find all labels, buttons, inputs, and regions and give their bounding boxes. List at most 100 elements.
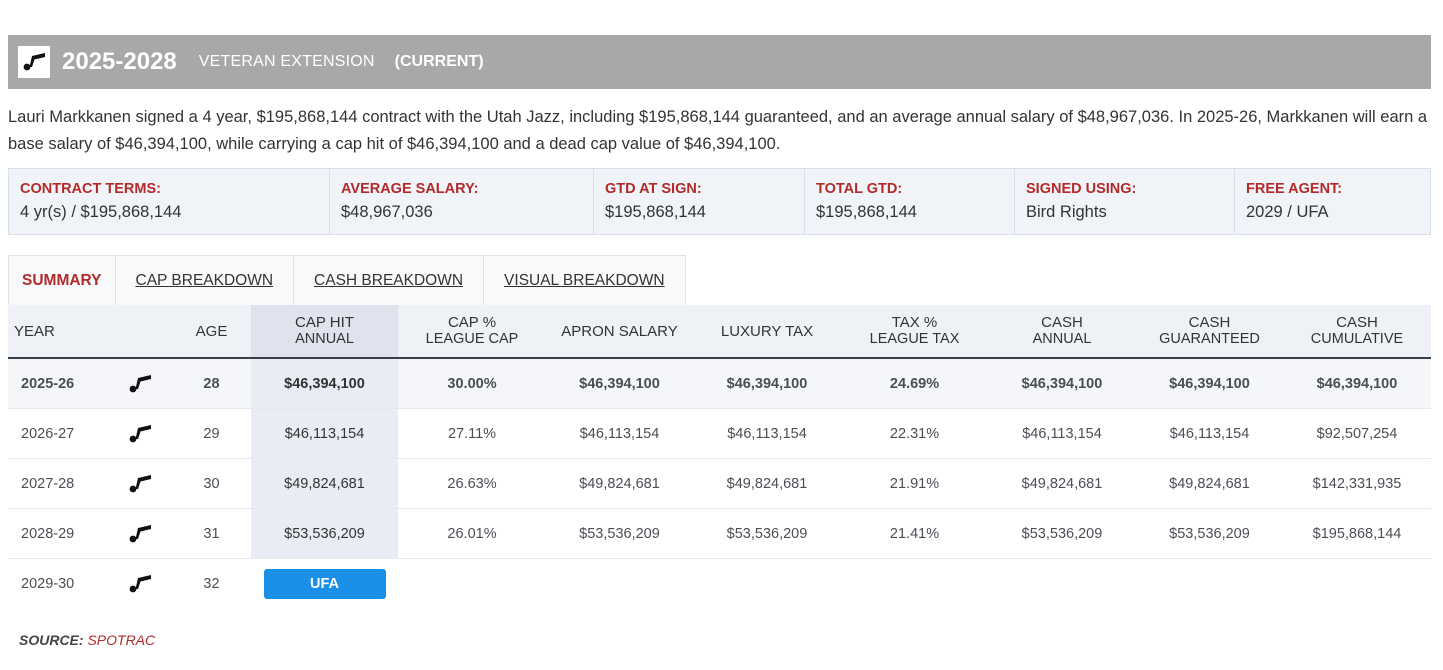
cell-apron: $49,824,681 [579, 475, 660, 492]
cell-cap-hit: $49,824,681 [251, 459, 398, 508]
term-gtd-at-sign: GTD AT SIGN: $195,868,144 [594, 169, 805, 234]
cell-cash-guaranteed: $49,824,681 [1169, 475, 1250, 492]
header-sublabel: CUMULATIVE [1310, 331, 1404, 347]
cell-age: 30 [203, 475, 220, 492]
cell-cash-cumulative: $46,394,100 [1316, 375, 1398, 392]
term-average-salary: AVERAGE SALARY: $48,967,036 [330, 169, 594, 234]
col-team [108, 305, 172, 357]
cell-year: 2025-26 [21, 375, 75, 392]
header-label: LUXURY TAX [720, 322, 814, 340]
cell-cash-guaranteed: $46,113,154 [1169, 425, 1250, 442]
header-label: APRON SALARY [561, 322, 678, 340]
term-value: $48,967,036 [341, 203, 433, 221]
tab-cap-breakdown[interactable]: CAP BREAKDOWN [114, 256, 294, 305]
cell-year: 2026-27 [21, 425, 75, 442]
cell-age: 28 [203, 375, 220, 392]
breakdown-tabs: SUMMARY CAP BREAKDOWN CASH BREAKDOWN VIS… [8, 255, 686, 305]
header-label: TAX % [891, 314, 938, 331]
contract-years: 2025-2028 [62, 48, 177, 75]
contract-summary: Lauri Markkanen signed a 4 year, $195,86… [8, 108, 1428, 153]
cell-cash-guaranteed: $53,536,209 [1169, 525, 1250, 542]
jazz-note-icon [129, 474, 151, 492]
col-year: YEAR [8, 305, 108, 357]
header-label: CASH [1336, 314, 1378, 331]
header-sublabel: GUARANTEED [1159, 331, 1260, 347]
term-label: AVERAGE SALARY: [341, 181, 479, 197]
cell-cash-annual: $46,113,154 [1022, 425, 1102, 442]
header-sublabel: ANNUAL [295, 331, 354, 347]
tab-cash-breakdown[interactable]: CASH BREAKDOWN [293, 256, 484, 305]
cell-tax-pct: 21.91% [889, 475, 940, 492]
cell-luxury-tax: $46,394,100 [726, 375, 808, 392]
cell-apron: $53,536,209 [579, 525, 660, 542]
cell-year: 2028-29 [21, 525, 75, 542]
term-total-gtd: TOTAL GTD: $195,868,144 [805, 169, 1015, 234]
header-label: CAP HIT [295, 314, 354, 331]
cell-luxury-tax: $46,113,154 [727, 425, 807, 442]
col-apron-salary: APRON SALARY [546, 305, 693, 357]
cell-cash-annual: $53,536,209 [1021, 525, 1103, 542]
jazz-note-icon [129, 424, 151, 442]
col-cap-hit: CAP HIT ANNUAL [251, 305, 398, 357]
source-label: SOURCE: [19, 632, 84, 648]
cell-cash-annual: $49,824,681 [1021, 475, 1103, 492]
jazz-note-icon [129, 524, 151, 542]
header-label: YEAR [14, 322, 55, 340]
col-age: AGE [172, 305, 251, 357]
term-value: $195,868,144 [816, 203, 917, 221]
cell-cash-annual: $46,394,100 [1021, 375, 1103, 392]
term-label: CONTRACT TERMS: [20, 181, 161, 197]
cell-age: 29 [203, 425, 220, 442]
contract-header: 2025-2028 VETERAN EXTENSION (CURRENT) [8, 35, 1431, 89]
header-label: CAP % [447, 314, 497, 331]
cell-team [108, 459, 172, 508]
team-logo [18, 46, 50, 78]
term-signed-using: SIGNED USING: Bird Rights [1015, 169, 1235, 234]
term-free-agent: FREE AGENT: 2029 / UFA [1235, 169, 1430, 234]
cell-cash-cumulative: $92,507,254 [1316, 425, 1398, 442]
cell-cap-hit: $46,394,100 [251, 359, 398, 408]
source-link[interactable]: SPOTRAC [87, 632, 156, 648]
header-label: AGE [195, 322, 228, 340]
contract-status: (CURRENT) [394, 53, 484, 70]
cell-year: 2027-28 [21, 475, 75, 492]
cell-team [108, 509, 172, 558]
cell-cap-pct: 26.63% [447, 475, 497, 492]
jazz-note-icon [23, 53, 45, 71]
table-row: 2027-28 30 $49,824,681 26.63% $49,824,68… [8, 459, 1431, 509]
cell-cap-hit: $53,536,209 [251, 509, 398, 558]
term-label: FREE AGENT: [1246, 181, 1343, 197]
contract-terms: CONTRACT TERMS: 4 yr(s) / $195,868,144 A… [8, 168, 1431, 235]
cell-luxury-tax: $53,536,209 [726, 525, 808, 542]
cell-tax-pct: 22.31% [889, 425, 940, 442]
ufa-badge: UFA [263, 569, 386, 599]
term-value: Bird Rights [1026, 203, 1107, 221]
term-label: GTD AT SIGN: [605, 181, 702, 197]
cell-tax-pct: 21.41% [889, 525, 940, 542]
cell-age: 31 [203, 525, 220, 542]
cell-cash-cumulative: $195,868,144 [1312, 525, 1402, 542]
source-credit: SOURCE: SPOTRAC [19, 632, 155, 648]
table-row: 2028-29 31 $53,536,209 26.01% $53,536,20… [8, 509, 1431, 559]
tab-visual-breakdown[interactable]: VISUAL BREAKDOWN [483, 256, 685, 305]
cell-luxury-tax: $49,824,681 [726, 475, 808, 492]
col-luxury-tax: LUXURY TAX [693, 305, 841, 357]
tab-summary[interactable]: SUMMARY [9, 256, 115, 305]
cell-cap-pct: 27.11% [447, 425, 497, 442]
header-label: CASH [1041, 314, 1083, 331]
contract-type: VETERAN EXTENSION [198, 53, 375, 70]
table-row: 2025-26 28 $46,394,100 30.00% $46,394,10… [8, 359, 1431, 409]
cell-apron: $46,394,100 [579, 375, 660, 392]
cell-cap-hit: $46,113,154 [251, 409, 398, 458]
term-value: $195,868,144 [605, 203, 706, 221]
header-label: CASH [1188, 314, 1231, 331]
col-cash-annual: CASH ANNUAL [988, 305, 1136, 357]
cell-cap-pct: 30.00% [447, 375, 497, 392]
term-contract: CONTRACT TERMS: 4 yr(s) / $195,868,144 [9, 169, 330, 234]
table-header: YEAR AGE CAP HIT ANNUAL CAP % LEAGUE CAP A… [8, 305, 1431, 359]
header-sublabel: LEAGUE TAX [869, 331, 960, 347]
jazz-note-icon [129, 374, 151, 392]
term-value: 2029 / UFA [1246, 203, 1329, 221]
jazz-note-icon [129, 575, 151, 593]
term-label: SIGNED USING: [1026, 181, 1137, 197]
